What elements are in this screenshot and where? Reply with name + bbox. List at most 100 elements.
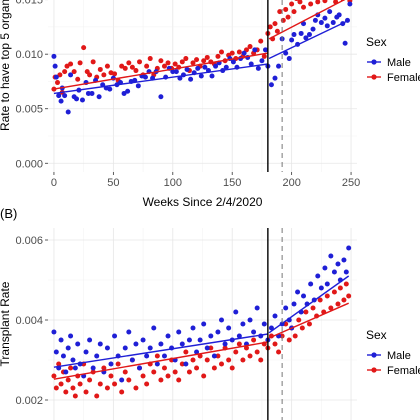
panel-1-male-point [272,75,278,81]
panel-1-male-point [248,61,254,67]
panel-1-male-point [289,37,295,43]
panel-2-male-point [60,353,66,359]
panel-2-female-point [343,281,349,287]
panel-1-y-tick-label: 0.005 [15,104,43,116]
panel-1-male-point [125,88,131,94]
panel-1-male-point [209,73,215,79]
panel-2-female-point [70,385,76,391]
panel-1-female-point [291,9,297,15]
panel-2-male-point [183,361,189,367]
panel-2-male-point [87,337,93,343]
panel-2-male-point [144,353,150,359]
panel-1-female-point [294,0,299,2]
panel-2-female-point [126,377,132,383]
panel-2-male-point [295,289,301,295]
panel-1-male-point [298,30,304,36]
panel-1-female-point [274,28,280,34]
panel-1-x-tick-label: 200 [282,177,300,189]
panel-2-female-point [299,325,305,331]
panel-2-male-point [190,325,196,331]
panel-2-female-point [112,381,118,387]
panel-1-female-point [133,68,139,74]
panel-2-female-point [247,353,253,359]
panel-1-female-point [87,72,93,78]
panel-2-female-point [53,385,59,391]
panel-1-male-trend-line [53,63,268,95]
panel-1-male-point [310,26,316,32]
panel-2-male-point [343,269,349,275]
panel-1-male-point [184,66,190,72]
panel-2-female-point [190,357,196,363]
panel-1-female-point [183,56,189,62]
panel-2-y-axis-title: Transplant Rate [0,281,12,366]
panel-1-male-point [324,23,330,29]
panel-2-male-point [112,333,118,339]
panel-2-female-point [65,377,71,383]
panel-2-female-point [240,357,246,363]
panel-2-male-point [179,341,185,347]
panel-1-male-point [276,63,282,69]
panel-2-female-point [204,357,210,363]
panel-1-male-point [213,63,219,69]
panel-2-female-point [77,381,83,387]
panel-2-male-point [72,365,78,371]
panel-1-female-point [277,9,283,15]
panel-2-female-trend-line [53,341,268,380]
panel-1-female-point [112,71,118,77]
panel-1-male-point [342,40,348,46]
panel-1-female-point [81,45,87,51]
panel-1-female-point [258,38,264,44]
panel-2-female-point [303,309,309,315]
panel-1-female-trend-line [53,52,268,90]
panel-1-male-point [51,53,57,59]
panel-1-male-point [195,65,201,71]
panel-1-male-point [347,1,353,7]
panel-2-female-point [254,349,260,355]
panel-1-y-tick-label: 0.010 [15,49,43,61]
panel-1-male-point [223,64,229,70]
panel-2-female-point [317,297,323,303]
panel-1-male-point [291,32,297,38]
panel-2-male-point [301,293,307,299]
panel-1-male-point [259,58,265,64]
panel-2-female-point [176,377,182,383]
panel-2-y-tick-label: 0.006 [15,235,43,247]
panel-2-legend-label: Female [387,365,420,377]
panel-1-legend-title: Sex [366,35,387,49]
panel-2-male-point [254,305,260,311]
panel-1-male-point [56,93,62,99]
panel-2-y-tick-label: 0.004 [15,315,43,327]
panel-1-male-point [268,82,274,88]
panel-2-female-point [144,381,150,387]
panel-1-male-point [312,17,318,23]
panel-2-male-point [108,361,114,367]
panel-2-male-point [63,369,69,375]
panel-1-female-point [165,60,171,66]
panel-1-female-point [285,14,291,20]
panel-2-female-point [151,369,157,375]
panel-1-female-point [219,49,225,55]
panel-1-male-point [336,12,342,18]
panel-2-female-point [296,317,302,323]
panel-1-female-point [104,63,110,69]
panel-1-female-point [190,60,196,66]
panel-1-x-axis-title: Weeks Since 2/4/2020 [143,195,263,209]
panel-1-female-point [55,80,61,86]
panel-2-female-point [310,305,316,311]
panel-2-female-point [115,361,121,367]
panel-2-male-point [140,337,146,343]
panel-2-male-point [186,337,192,343]
panel-2-female-point [331,289,337,295]
panel-1-male-point [327,9,333,15]
panel-a: 0 50 100 150 200 250 0.000 0.005 0.010 0.015 Weeks… [0,0,420,209]
panel-2-female-point [119,389,125,395]
panel-1-female-point [315,0,321,5]
panel-2-male-point [137,365,143,371]
panel-2-female-point [172,369,178,375]
panel-2-female-point [208,345,214,351]
panel-2-female-point [272,341,278,347]
panel-1-female-point [267,24,273,30]
panel-2-male-point [94,353,100,359]
panel-1-female-point [297,0,303,5]
panel-2-female-point [94,393,100,399]
